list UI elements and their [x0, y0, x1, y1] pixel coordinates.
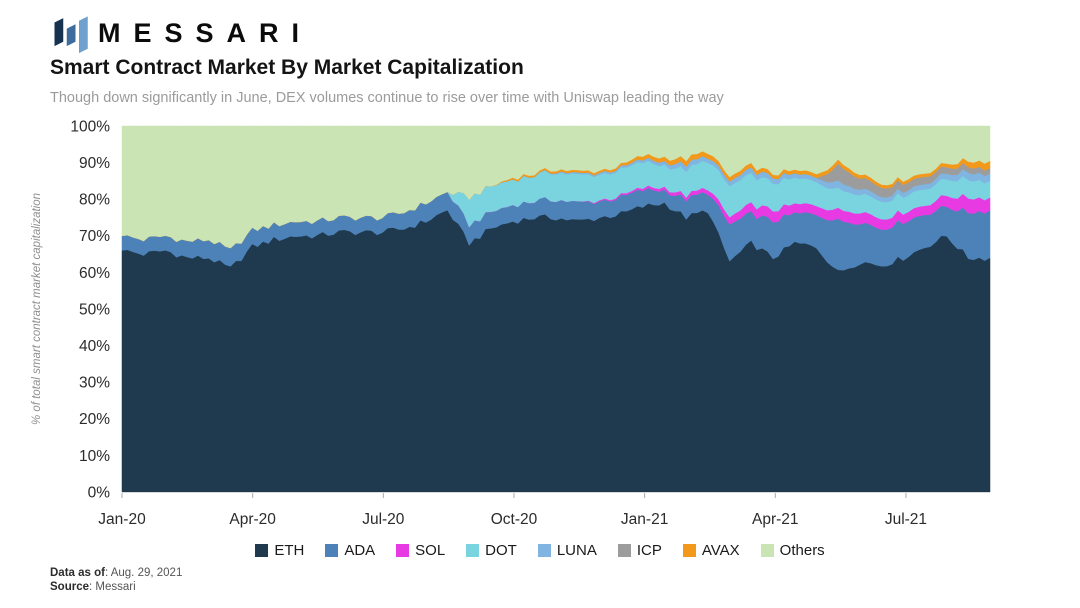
legend-item-avax: AVAX [682, 542, 740, 559]
y-tick-label: 50% [79, 301, 110, 318]
x-tick-label: Jan-20 [98, 511, 146, 528]
legend-label: DOT [485, 542, 517, 559]
legend-label: SOL [415, 542, 446, 559]
y-tick-label: 100% [70, 118, 110, 135]
chart-subtitle: Though down significantly in June, DEX v… [50, 90, 724, 106]
axes: 0% 10% 20% 30% 40% 50% 60% 70% 80% 90% 100% Jan-20 A… [70, 118, 990, 528]
legend-label: ADA [344, 542, 376, 559]
y-tick-label: 60% [79, 265, 110, 282]
chart-legend: ETH ADA SOL DOT LUNA ICP AVAX Others [0, 542, 1080, 559]
source: Source: Messari [50, 581, 136, 593]
x-tick-label: Jul-20 [362, 511, 405, 528]
x-tick-label: Apr-21 [752, 511, 799, 528]
messari-logo-icon [54, 16, 88, 54]
y-tick-label: 80% [79, 192, 110, 209]
legend-item-luna: LUNA [537, 542, 597, 559]
legend-swatch-ada [325, 544, 339, 557]
legend-swatch-others [760, 544, 774, 557]
legend-swatch-luna [537, 544, 551, 557]
y-tick-label: 0% [88, 484, 111, 501]
legend-item-sol: SOL [396, 542, 445, 559]
data-as-of: Data as of: Aug. 29, 2021 [50, 567, 183, 579]
footer: Data as of: Aug. 29, 2021 Source: Messar… [50, 566, 182, 594]
y-tick-label: 90% [79, 155, 110, 172]
legend-item-eth: ETH [255, 542, 304, 559]
y-tick-label: 40% [79, 338, 110, 355]
legend-swatch-eth [255, 544, 269, 557]
legend-item-ada: ADA [325, 542, 375, 559]
messari-logo: MESSARI [50, 13, 313, 54]
chart-title: Smart Contract Market By Market Capitali… [50, 56, 524, 79]
legend-label: ICP [636, 542, 662, 559]
plot-areas [121, 125, 991, 493]
x-tick-label: Apr-20 [229, 511, 276, 528]
x-tick-label: Oct-20 [491, 511, 538, 528]
y-tick-label: 30% [79, 375, 110, 392]
y-tick-label: 10% [79, 448, 110, 465]
legend-swatch-sol [396, 544, 410, 557]
legend-swatch-avax [682, 544, 696, 557]
y-axis-title: % of total smart contract market capital… [31, 193, 43, 425]
legend-label: LUNA [556, 542, 597, 559]
x-tick-label: Jan-21 [621, 511, 668, 528]
legend-item-others: Others [760, 542, 825, 559]
x-tick-label: Jul-21 [885, 511, 927, 528]
legend-item-icp: ICP [617, 542, 662, 559]
legend-swatch-dot [466, 544, 480, 557]
legend-label: AVAX [701, 542, 740, 559]
brand-text: MESSARI [98, 18, 313, 48]
area-others [121, 125, 991, 249]
legend-label: Others [779, 542, 825, 559]
y-tick-label: 20% [79, 411, 110, 428]
legend-swatch-icp [617, 544, 631, 557]
legend-label: ETH [274, 542, 305, 559]
legend-item-dot: DOT [466, 542, 517, 559]
y-tick-label: 70% [79, 228, 110, 245]
